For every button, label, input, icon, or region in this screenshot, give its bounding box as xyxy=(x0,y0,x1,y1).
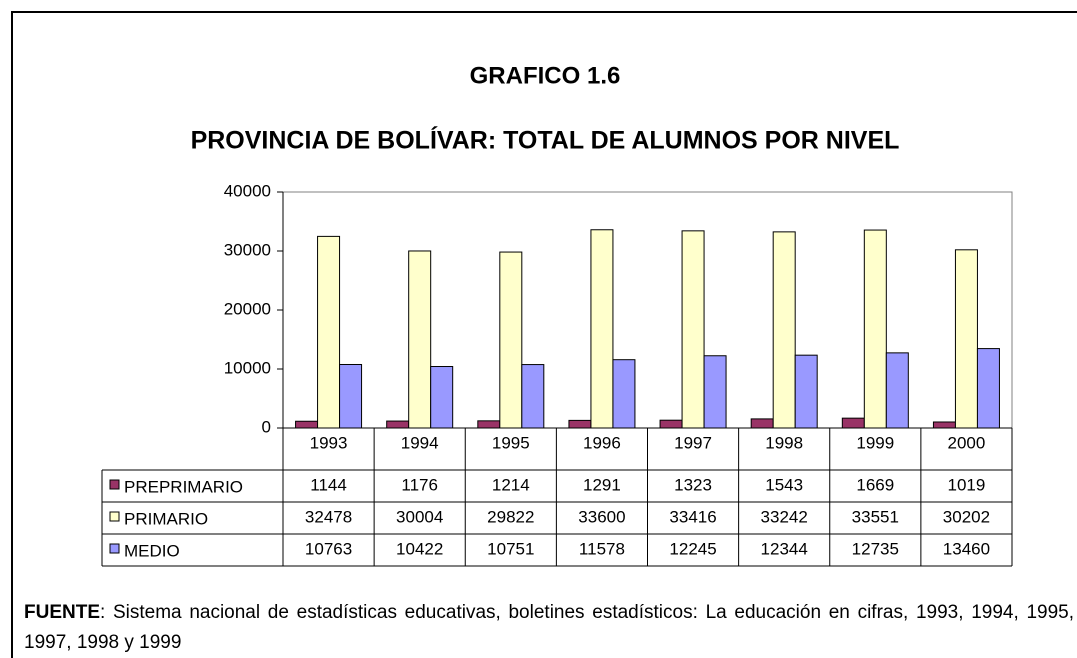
data-label: 1019 xyxy=(948,475,986,494)
legend-label: MEDIO xyxy=(124,541,180,560)
x-tick-label: 1994 xyxy=(401,433,439,452)
bar xyxy=(954,249,978,429)
data-label: 12245 xyxy=(669,539,716,558)
legend-label: PREPRIMARIO xyxy=(124,477,243,496)
data-label: 33551 xyxy=(852,507,899,526)
data-label: 33416 xyxy=(669,507,716,526)
data-label: 10751 xyxy=(487,539,534,558)
data-label: 30202 xyxy=(943,507,990,526)
data-label: 13460 xyxy=(943,539,990,558)
chart-subtitle: PROVINCIA DE BOLÍVAR: TOTAL DE ALUMNOS P… xyxy=(191,126,900,155)
bar xyxy=(430,366,454,429)
y-tick-label: 20000 xyxy=(224,299,271,318)
bar xyxy=(521,364,545,429)
bar xyxy=(841,417,865,429)
bar xyxy=(568,419,592,429)
bar xyxy=(794,354,818,429)
x-tick-label: 2000 xyxy=(948,433,986,452)
bar xyxy=(295,420,319,429)
data-label: 12735 xyxy=(852,539,899,558)
legend-key xyxy=(109,543,120,554)
bar xyxy=(976,348,1000,429)
bar xyxy=(612,359,636,429)
bar xyxy=(590,229,614,429)
bar xyxy=(317,235,341,429)
bar xyxy=(703,355,727,429)
data-label: 1214 xyxy=(492,475,530,494)
x-tick-label: 1999 xyxy=(856,433,894,452)
data-label: 32478 xyxy=(305,507,352,526)
data-label: 30004 xyxy=(396,507,443,526)
data-label: 1144 xyxy=(310,475,347,494)
legend-key xyxy=(109,479,120,490)
chart-title: GRAFICO 1.6 xyxy=(470,62,621,89)
data-label: 33600 xyxy=(578,507,625,526)
footer-label: FUENTE xyxy=(24,602,100,623)
bar xyxy=(339,363,363,429)
data-label: 10422 xyxy=(396,539,443,558)
data-label: 1323 xyxy=(674,475,712,494)
y-tick-label: 10000 xyxy=(224,358,271,377)
legend-label: PRIMARIO xyxy=(124,509,208,528)
bar xyxy=(681,230,705,429)
bar xyxy=(772,231,796,429)
bar xyxy=(932,421,956,429)
bar xyxy=(408,250,432,429)
bar xyxy=(863,229,887,429)
bar xyxy=(499,251,523,429)
bar xyxy=(885,352,909,429)
data-label: 33242 xyxy=(761,507,808,526)
x-tick-label: 1998 xyxy=(765,433,803,452)
bar xyxy=(659,419,683,429)
data-label: 1176 xyxy=(401,475,438,494)
footer: FUENTE: Sistema nacional de estadísticas… xyxy=(24,598,1074,658)
x-tick-label: 1995 xyxy=(492,433,530,452)
data-label: 1543 xyxy=(765,475,803,494)
footer-text: : Sistema nacional de estadísticas educa… xyxy=(24,602,1074,653)
data-label: 1669 xyxy=(856,475,894,494)
plot-border xyxy=(283,191,1013,428)
data-label: 29822 xyxy=(487,507,534,526)
x-tick-label: 1996 xyxy=(583,433,621,452)
legend-key xyxy=(109,511,120,522)
frame xyxy=(11,11,1077,658)
x-tick-label: 1997 xyxy=(674,433,712,452)
bar xyxy=(477,420,501,429)
x-tick-label: 1993 xyxy=(310,433,348,452)
bar xyxy=(750,418,774,429)
data-label: 11578 xyxy=(579,539,625,558)
data-label: 12344 xyxy=(761,539,808,558)
y-tick-label: 40000 xyxy=(224,181,271,200)
y-tick-label: 0 xyxy=(262,417,271,436)
data-label: 10763 xyxy=(305,539,352,558)
bar xyxy=(386,420,410,429)
y-tick-label: 30000 xyxy=(224,240,271,259)
data-label: 1291 xyxy=(583,475,621,494)
